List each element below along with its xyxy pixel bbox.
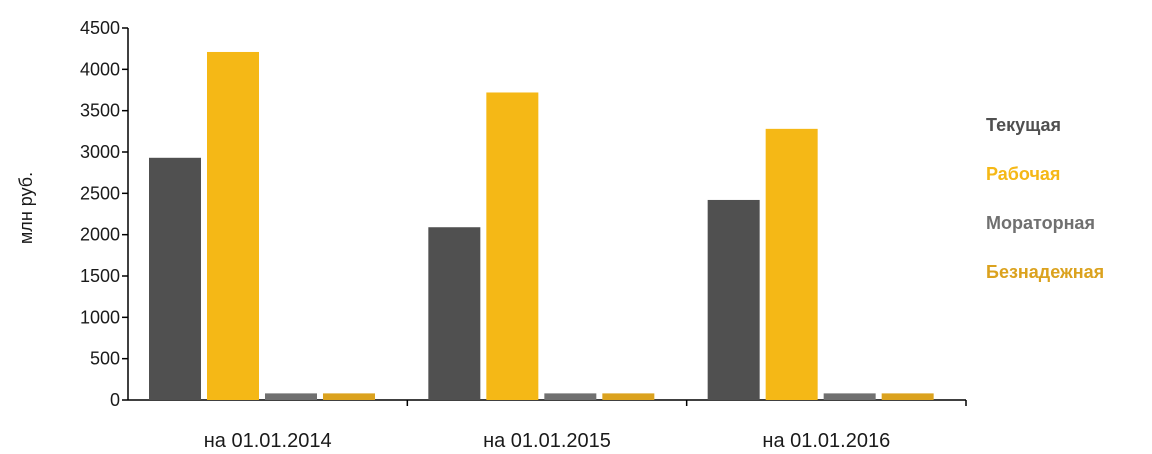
- legend-item: Безнадежная: [986, 262, 1105, 282]
- y-tick-label: 0: [110, 390, 120, 410]
- bar: [323, 393, 375, 400]
- x-tick-label: на 01.01.2014: [204, 430, 332, 452]
- bar: [881, 393, 934, 400]
- y-tick-label: 4000: [80, 59, 120, 79]
- y-tick-label: 1000: [80, 307, 120, 327]
- bar: [765, 128, 818, 400]
- x-tick-label: на 01.01.2015: [483, 430, 611, 452]
- bar: [149, 157, 201, 400]
- x-tick-label: на 01.01.2016: [762, 430, 890, 452]
- bars-group: [149, 51, 934, 401]
- y-tick-label: 3000: [80, 142, 120, 162]
- y-tick-label: 3500: [80, 101, 120, 121]
- legend-item: Рабочая: [986, 164, 1061, 184]
- bar: [544, 393, 597, 400]
- bar: [428, 227, 481, 400]
- y-tick-label: 4500: [80, 18, 120, 38]
- bar: [486, 92, 539, 400]
- bar: [823, 393, 876, 400]
- y-axis-label: млн руб.: [16, 172, 36, 244]
- x-tick-labels: на 01.01.2014 на 01.01.2015 на 01.01.2016: [204, 430, 890, 452]
- bar: [207, 51, 259, 401]
- y-tick-label: 500: [90, 349, 120, 369]
- x-axis-ticks: [406, 400, 967, 406]
- bar: [265, 393, 317, 400]
- y-tick-label: 2000: [80, 225, 120, 245]
- bar: [602, 393, 655, 400]
- legend-item: Текущая: [986, 115, 1062, 135]
- legend-item: Мораторная: [986, 213, 1095, 233]
- y-axis-ticks: 0 500 1000 1500 2000 2500 3000 3500 4000 4500: [80, 18, 128, 410]
- y-tick-label: 1500: [80, 266, 120, 286]
- bar: [707, 199, 760, 400]
- y-tick-label: 2500: [80, 183, 120, 203]
